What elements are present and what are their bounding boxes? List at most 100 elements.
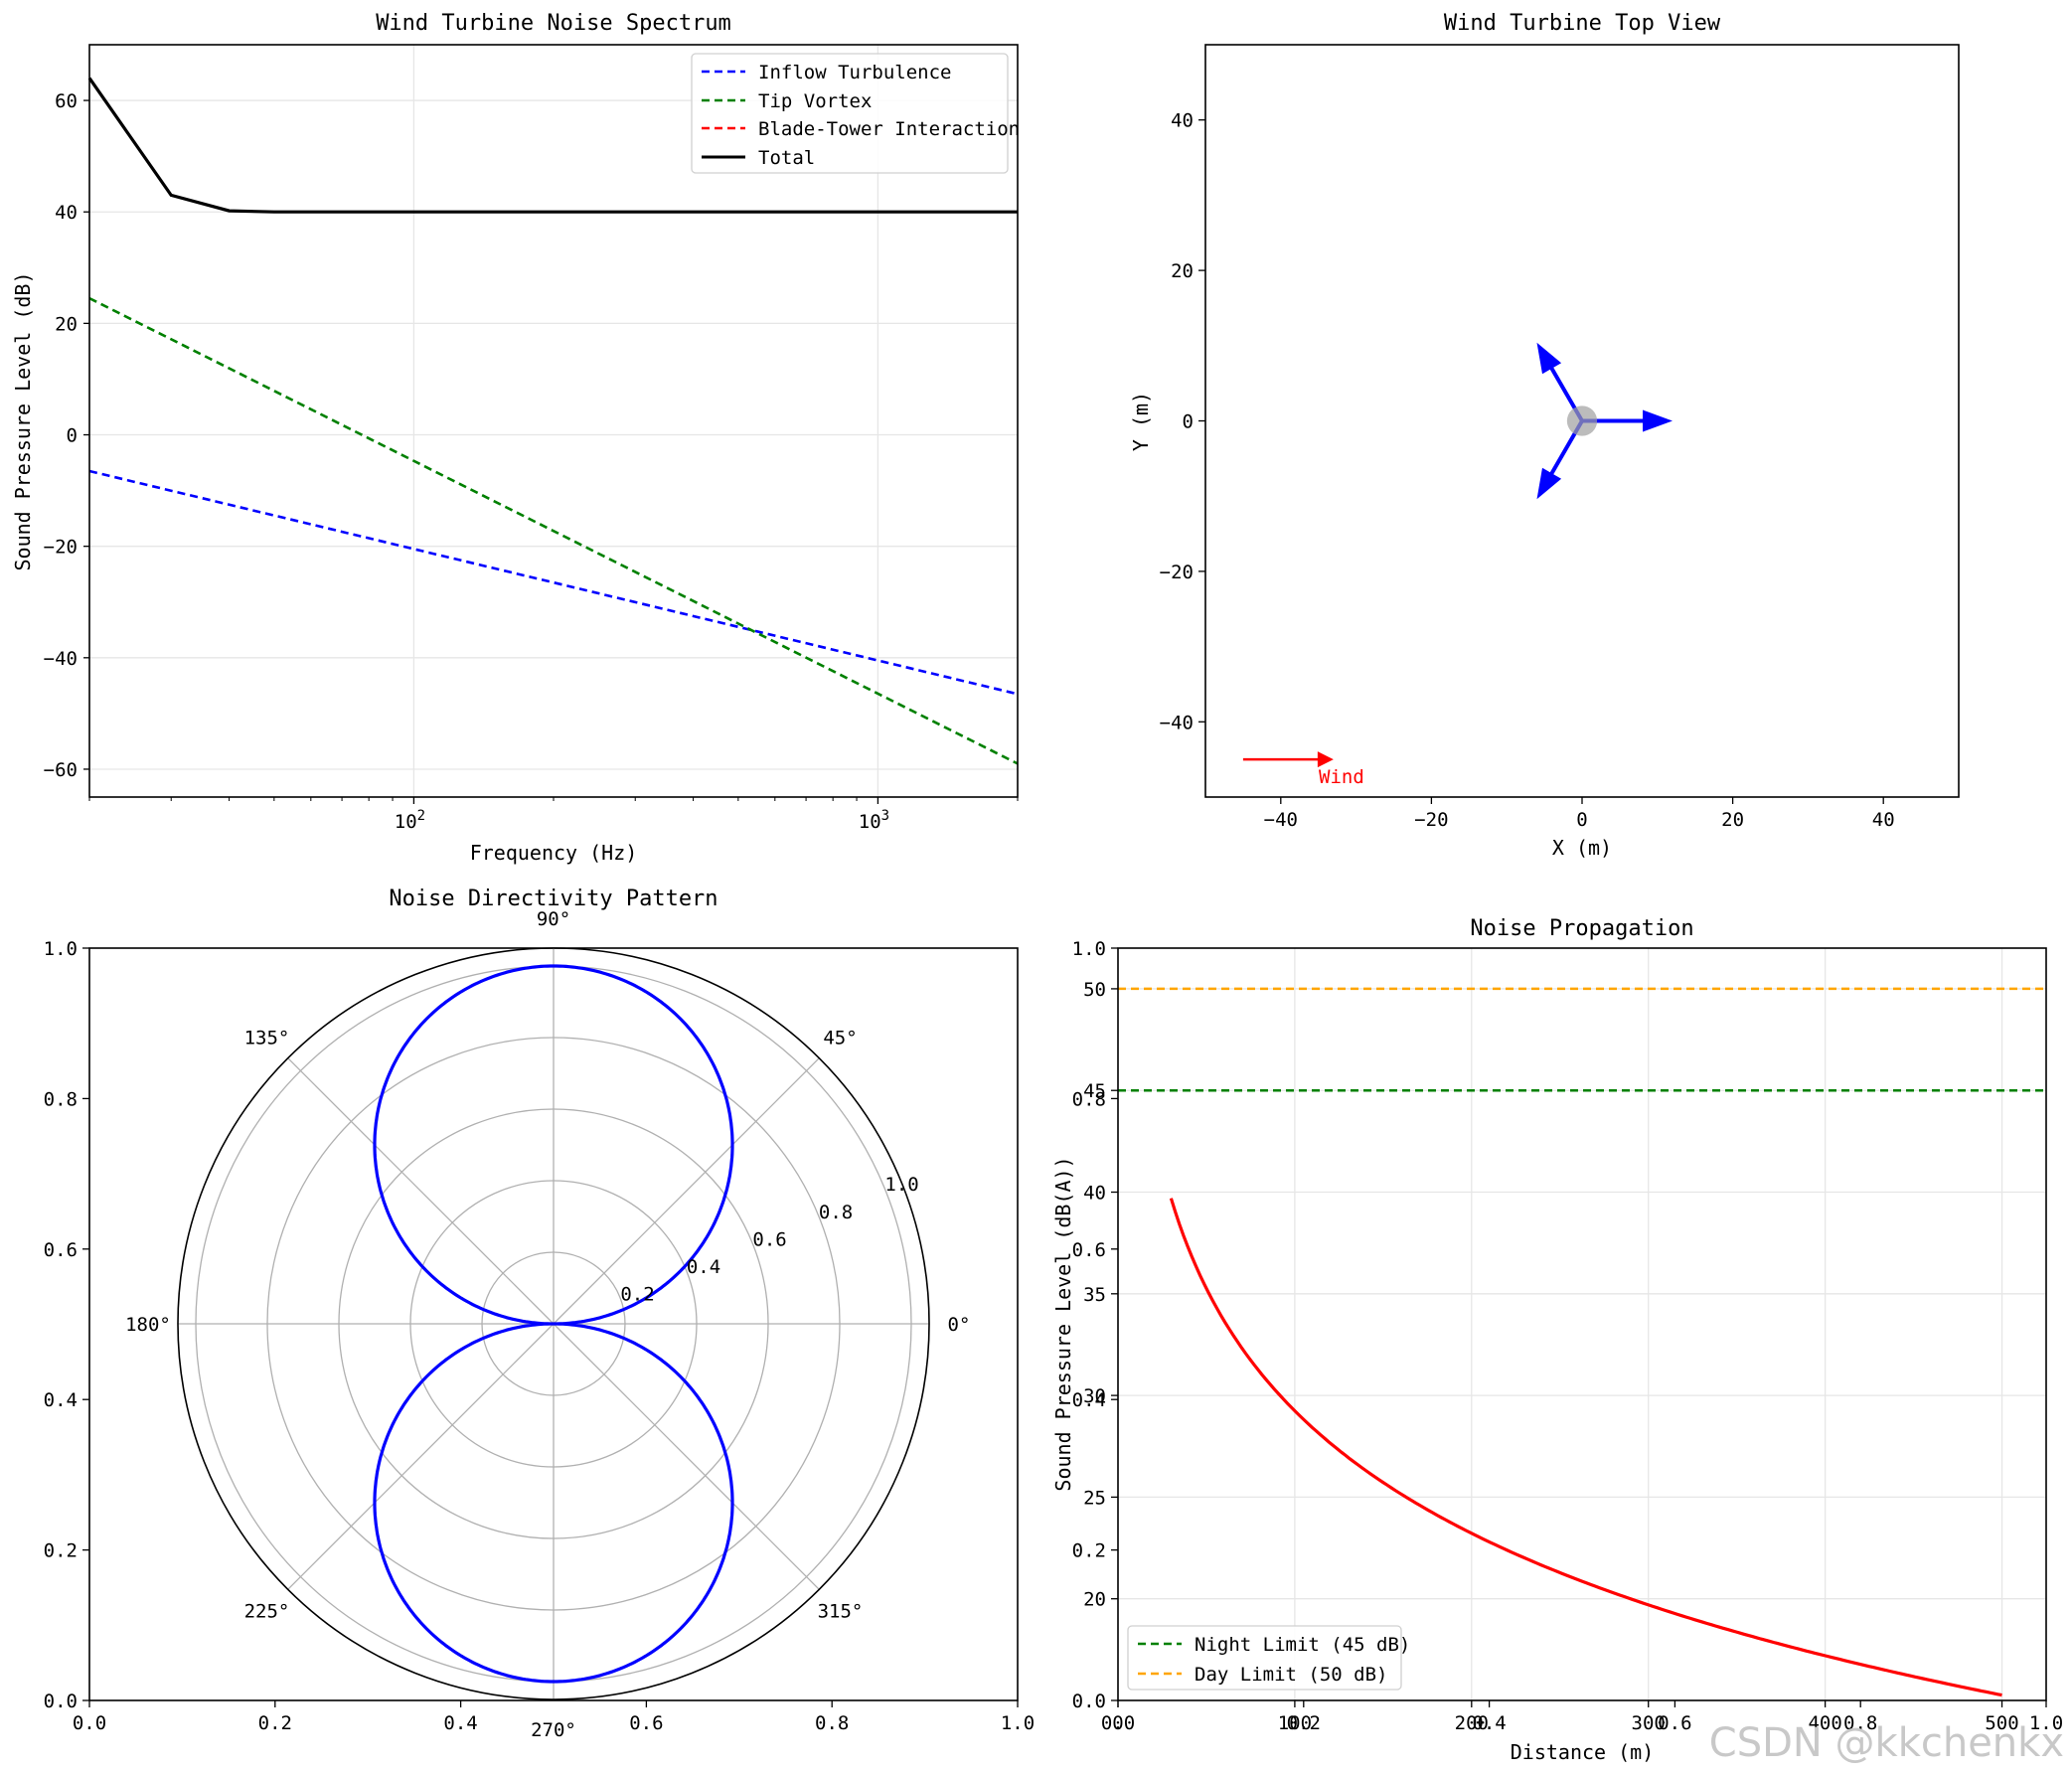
directivity-bg-xtick-label: 0.0 [73,1712,106,1734]
spectrum-ytick-label: 60 [55,90,78,112]
spectrum-xtick-label: 103 [859,808,889,833]
blade-arrowhead-2 [1536,467,1562,500]
propagation-ytick-label: 35 [1083,1284,1106,1306]
directivity-bg-xtick-label: 0.6 [629,1712,663,1734]
polar-angle-label: 0° [948,1314,971,1336]
polar-spoke [287,1057,555,1325]
polar-spoke [553,1323,820,1590]
wind-arrowhead [1317,751,1334,768]
propagation-ytick-label: 45 [1083,1080,1106,1102]
directivity-labels: 0° 45° 90° 135° 180° 225° 270° 315° 0.2 0.4 0.6 0.8… [125,908,970,1741]
spectrum-legend: Inflow Turbulence Tip Vortex Blade-Tower… [691,53,1020,174]
propagation-xtick-label: 300 [1632,1712,1666,1734]
topview-ytick-label: 40 [1171,110,1194,132]
legend-tip-label: Tip Vortex [758,90,872,112]
blade-arrowhead-0 [1643,409,1673,432]
propagation-ytick-label: 20 [1083,1589,1106,1611]
propagation-xtick-label: 0 [1112,1712,1123,1734]
propagation-bg-xtick-label: 1.0 [2029,1712,2063,1734]
propagation-bg-ytick-label: 0.2 [1072,1540,1106,1562]
topview-xtick-label: −20 [1414,809,1448,831]
blade-arrowhead-1 [1536,342,1562,375]
legend-total-label: Total [758,147,815,169]
topview-ytick-label: 20 [1171,260,1194,282]
spectrum-xlabel: Frequency (Hz) [470,841,638,865]
spectrum-line-0 [88,469,1019,696]
topview-xlabel: X (m) [1552,836,1612,860]
polar-angle-label: 315° [818,1600,864,1622]
spectrum-title: Wind Turbine Noise Spectrum [376,11,731,36]
topview-xtick-label: −40 [1264,809,1298,831]
polar-angle-label: 135° [244,1028,290,1049]
directivity-bg-ytick-label: 1.0 [44,938,78,960]
propagation-bg-ytick-label: 0.4 [1072,1389,1106,1411]
polar-angle-label: 180° [125,1314,171,1336]
spectrum-ytick-label: −60 [44,759,78,781]
directivity-bg-ytick-label: 0.0 [44,1691,78,1712]
spectrum-ticks: −60 −40 −20 0 20 40 60 102 103 [44,90,1019,833]
propagation-line [1169,1198,2002,1697]
propagation-xtick-label: 400 [1808,1712,1841,1734]
propagation-xtick-label: 200 [1455,1712,1489,1734]
spectrum-xtick-label: 102 [395,808,425,833]
topview-title: Wind Turbine Top View [1444,11,1721,36]
directivity-curve [373,964,734,1684]
directivity-panel: 0.0 0.2 0.4 0.6 0.8 1.0 0.0 0.2 0.4 0.6 0.8 1.0 0° 4… [44,887,1035,1741]
spectrum-panel: Wind Turbine Noise Spectrum −60 −40 −20 0 20… [11,11,1020,865]
propagation-bg-ytick-label: 0.8 [1072,1088,1106,1110]
spectrum-series [87,77,1019,765]
topview-xtick-label: 20 [1721,809,1744,831]
polar-spoke [287,1323,555,1590]
topview-xtick-label: 40 [1872,809,1895,831]
propagation-series [1118,987,2046,1697]
propagation-bg-xtick-label: 0.4 [1472,1712,1506,1734]
polar-angle-label: 45° [823,1028,857,1049]
spectrum-ytick-label: 20 [55,313,78,335]
polar-radius-label: 0.8 [819,1202,853,1223]
propagation-ytick-label: 25 [1083,1487,1106,1509]
propagation-bg-ytick-label: 1.0 [1072,938,1106,960]
spectrum-ylabel: Sound Pressure Level (dB) [11,271,35,570]
propagation-title: Noise Propagation [1470,916,1693,941]
propagation-bg-xtick-label: 0.6 [1658,1712,1691,1734]
spectrum-ytick-label: −40 [44,648,78,670]
propagation-ytick-label: 30 [1083,1385,1106,1407]
propagation-frame [1117,947,2047,1701]
directivity-bg-xtick-label: 1.0 [1001,1712,1035,1734]
directivity-bg-ytick-label: 0.6 [44,1239,78,1261]
directivity-bg-xtick-label: 0.4 [443,1712,477,1734]
directivity-background-ticks: 0.0 0.2 0.4 0.6 0.8 1.0 0.0 0.2 0.4 0.6 0.8 1.0 [44,938,1035,1734]
propagation-bg-ytick-label: 0.0 [1072,1691,1106,1712]
propagation-bg-xtick-label: 0.8 [1843,1712,1877,1734]
directivity-line [373,964,734,1684]
spectrum-ytick-label: 40 [55,202,78,224]
topview-ytick-label: 0 [1183,411,1194,433]
propagation-bg-xtick-label: 0.2 [1287,1712,1321,1734]
legend-blade-tower-label: Blade-Tower Interaction [758,118,1020,140]
propagation-bg-ytick-label: 0.6 [1072,1239,1106,1261]
topview-ytick-label: −40 [1160,712,1194,733]
propagation-grid [1117,948,2046,1700]
wind-label: Wind [1319,766,1364,788]
directivity-bg-ytick-label: 0.4 [44,1389,78,1411]
polar-angle-label: 225° [244,1600,290,1622]
propagation-ytick-label: 50 [1083,979,1106,1001]
watermark: CSDN @kkchenkx [1708,1720,2064,1766]
spectrum-ytick-label: 0 [67,425,78,447]
polar-radius-label: 0.6 [752,1228,786,1250]
polar-spoke [553,1057,820,1325]
spectrum-ytick-label: −20 [44,537,78,559]
propagation-bg-xtick-label: 0.0 [1101,1712,1135,1734]
directivity-bg-xtick-label: 0.8 [815,1712,849,1734]
topview-ylabel: Y (m) [1129,392,1153,451]
polar-angle-label: 270° [531,1719,576,1741]
legend-inflow-label: Inflow Turbulence [758,62,951,83]
spectrum-line-3 [87,77,1018,214]
directivity-bg-ytick-label: 0.2 [44,1540,78,1562]
polar-outline [177,947,930,1700]
legend-day-label: Day Limit (50 dB) [1195,1664,1387,1686]
directivity-polar-grid [177,947,930,1700]
polar-radius-label: 0.4 [687,1256,720,1278]
topview-panel: Wind Turbine Top View −40 −20 0 20 40 −40 −20 0… [1129,11,1960,860]
